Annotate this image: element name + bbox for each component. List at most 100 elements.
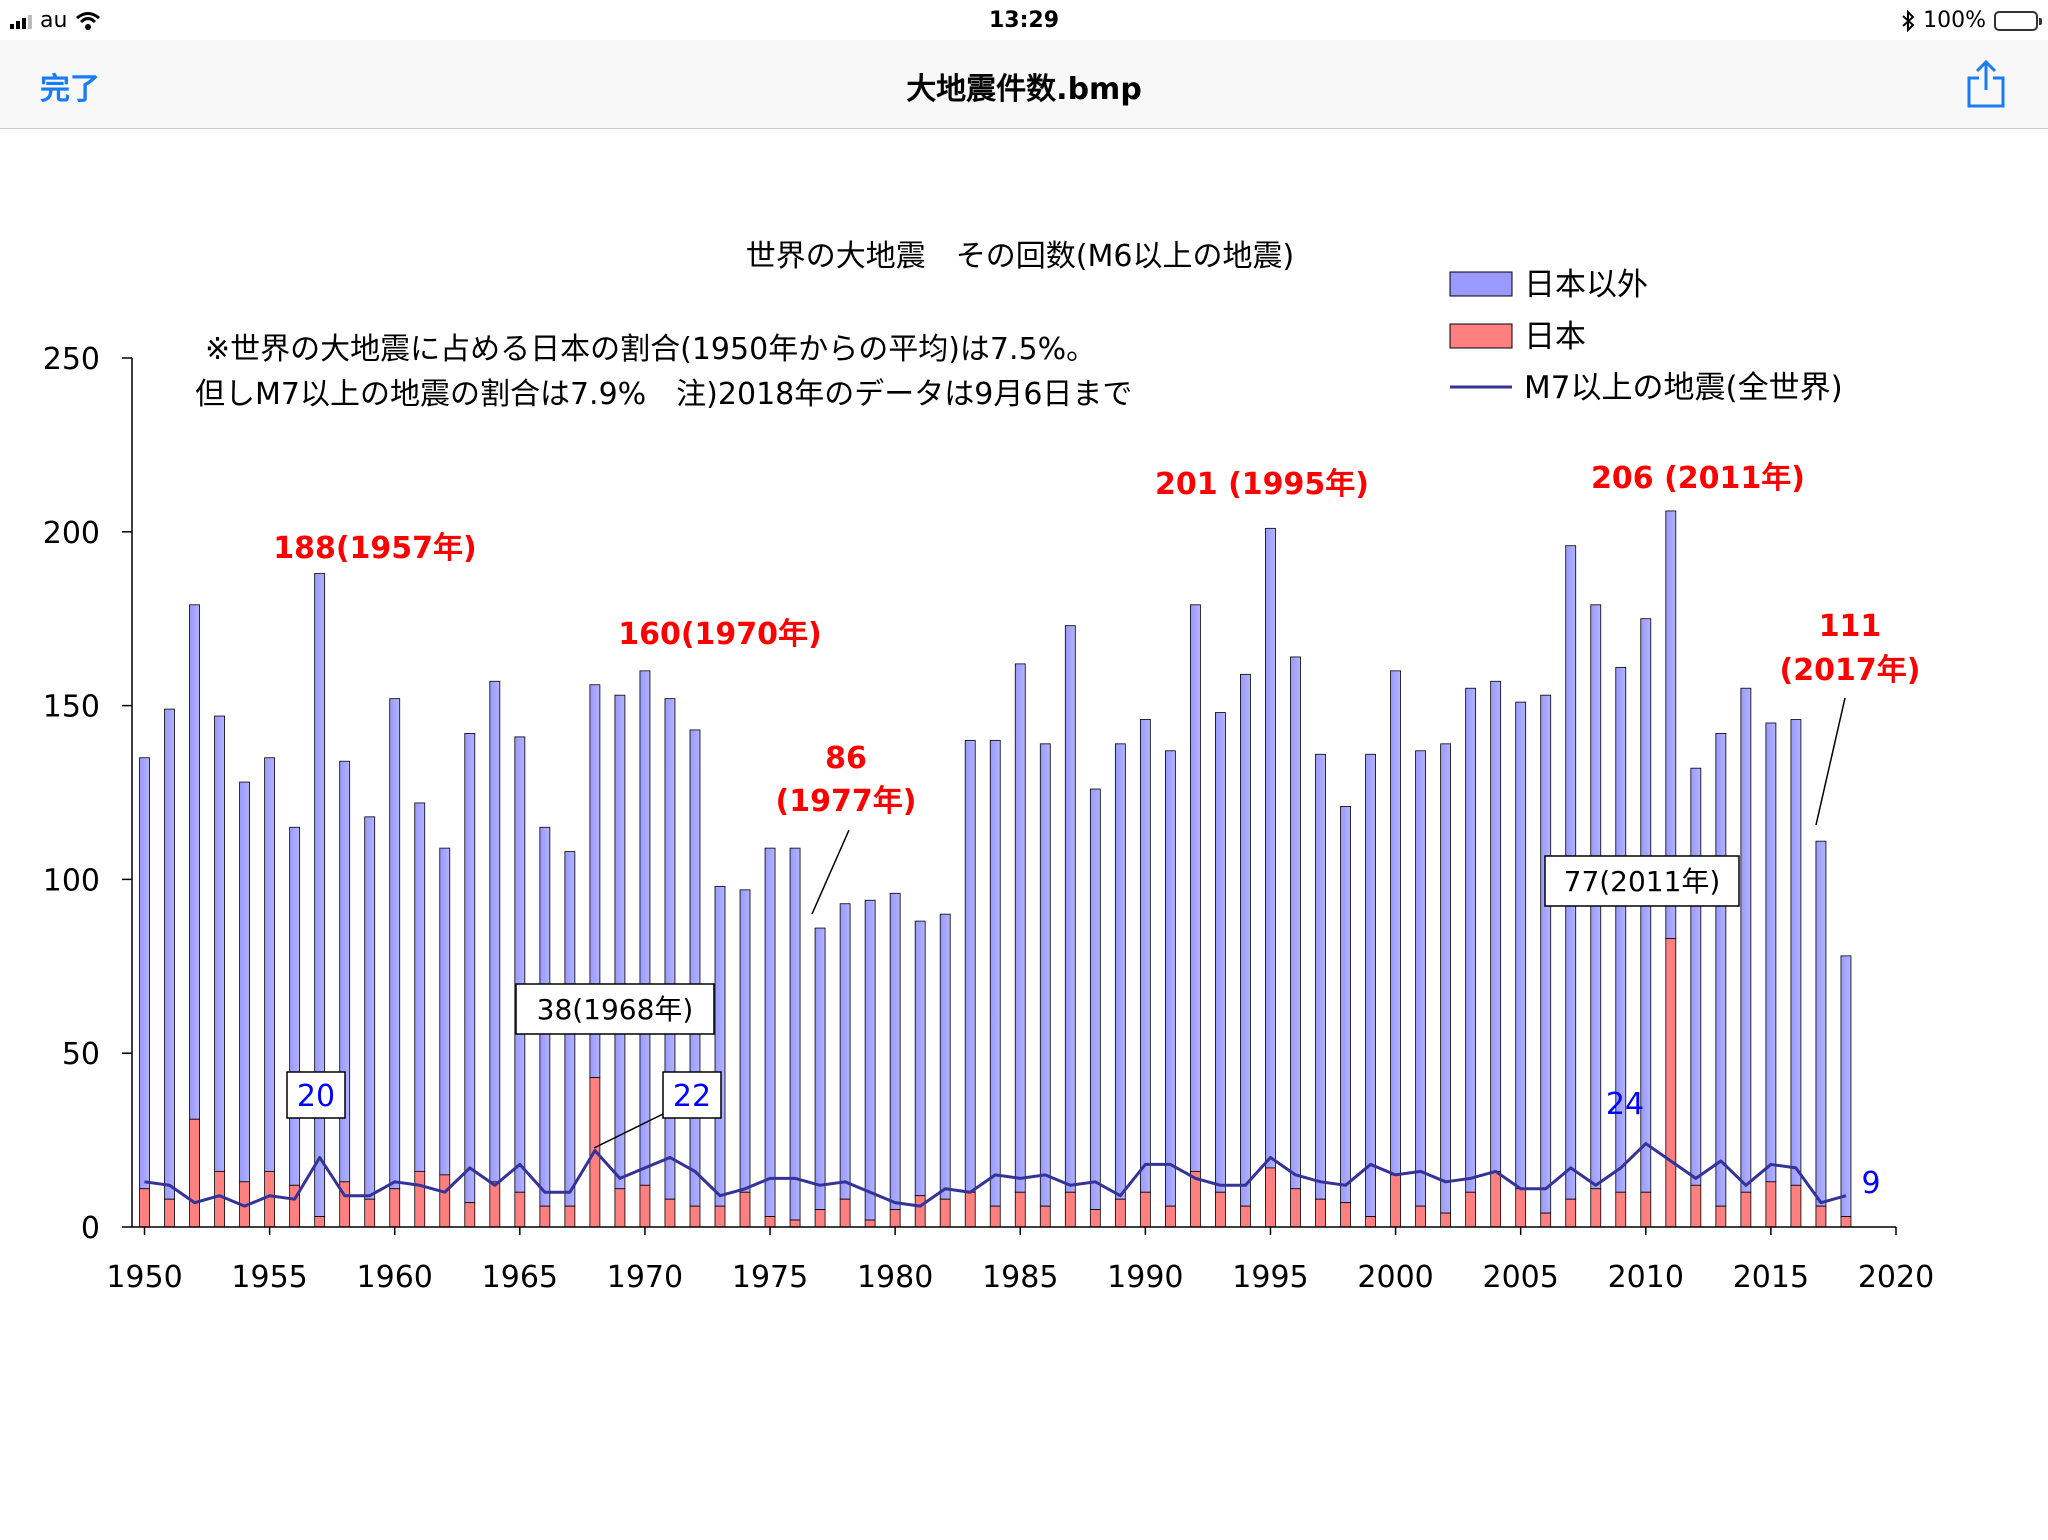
legend-label-world: 日本以外: [1524, 267, 1648, 303]
y-tick-label: 250: [43, 342, 100, 377]
bar-world: [1440, 743, 1452, 1214]
annotation-1977-value: 86: [825, 741, 867, 776]
annotation-m7-1957: 20: [297, 1079, 335, 1114]
bar-japan: [664, 1198, 676, 1228]
bar-world: [1540, 694, 1552, 1214]
bar-world: [1690, 767, 1702, 1186]
bar-world: [1715, 733, 1727, 1207]
bar-world: [1064, 625, 1076, 1193]
bar-world: [764, 847, 776, 1217]
bar-japan: [864, 1219, 876, 1228]
x-tick-label: 1985: [982, 1260, 1058, 1295]
annotation-m7-2018: 9: [1861, 1166, 1880, 1201]
annotation-1957: 188(1957年): [273, 531, 477, 566]
x-tick-label: 2015: [1733, 1260, 1809, 1295]
bar-japan: [1415, 1205, 1426, 1228]
bar-japan: [739, 1191, 751, 1228]
bar-world: [739, 889, 751, 1193]
bar-japan: [789, 1219, 801, 1228]
bar-world: [714, 885, 726, 1207]
bar-japan: [1215, 1191, 1226, 1228]
bar-world: [1815, 840, 1827, 1207]
annotation-box-22: [662, 1071, 722, 1119]
clock: 13:29: [988, 8, 1060, 33]
y-tick-label: 100: [43, 863, 100, 898]
annotations: 188(1957年) 160(1970年) 86 (1977年) 201 (19…: [273, 461, 1920, 1201]
bar-world: [1039, 743, 1051, 1207]
bar-world: [1415, 750, 1426, 1207]
x-tick-label: 1950: [106, 1260, 182, 1295]
status-bar: au 13:29 100%: [0, 0, 2048, 40]
legend-label-m7: M7以上の地震(全世界): [1524, 370, 1843, 406]
x-tick-label: 1960: [357, 1260, 433, 1295]
bar-japan: [1014, 1191, 1026, 1228]
bar-world: [664, 698, 676, 1200]
bar-world: [864, 899, 876, 1221]
bar-world: [614, 694, 626, 1190]
bar-japan: [189, 1118, 200, 1228]
bar-japan: [1089, 1209, 1101, 1228]
bar-world: [1240, 673, 1251, 1207]
bar-japan: [1139, 1191, 1151, 1228]
bar-japan: [1590, 1188, 1602, 1228]
x-tick-label: 1970: [607, 1260, 683, 1295]
y-tick-label: 150: [43, 690, 100, 725]
bar-world: [689, 729, 701, 1207]
bar-world: [1515, 701, 1527, 1190]
bar-world: [239, 781, 250, 1183]
bar-world: [789, 847, 801, 1221]
bar-japan: [1665, 938, 1677, 1228]
x-tick-label: 2000: [1357, 1260, 1433, 1295]
bar-japan: [1315, 1198, 1326, 1228]
annotation-1995: 201 (1995年): [1155, 467, 1369, 502]
bar-world: [1765, 722, 1777, 1183]
bar-world: [1089, 788, 1101, 1211]
done-button[interactable]: 完了: [40, 72, 100, 107]
annotation-2017-value: 111: [1819, 609, 1882, 644]
y-tick-label: 50: [62, 1037, 100, 1072]
legend-swatch-japan: [1449, 323, 1513, 349]
annotation-1977-leader: [811, 829, 850, 915]
page-title: 大地震件数.bmp: [906, 72, 1142, 107]
bar-world: [839, 903, 851, 1200]
bar-japan: [1390, 1174, 1401, 1228]
bar-world: [1465, 687, 1477, 1193]
bar-japan: [1640, 1191, 1652, 1228]
annotation-2017-leader: [1815, 697, 1846, 826]
bar-world: [1014, 663, 1026, 1193]
bar-japan: [1815, 1205, 1827, 1228]
bar-world: [964, 739, 976, 1193]
bar-japan: [439, 1174, 451, 1228]
bar-japan: [989, 1205, 1001, 1228]
status-right: 100%: [1901, 8, 2042, 33]
bar-world: [1139, 719, 1151, 1193]
y-tick-label: 0: [81, 1211, 100, 1246]
wifi-icon: [76, 11, 101, 30]
battery-icon: [1994, 10, 2042, 31]
bar-japan: [414, 1170, 426, 1228]
bar-world: [464, 733, 476, 1204]
bar-world: [814, 927, 826, 1211]
chart-image: 世界の大地震 その回数(M6以上の地震) ※世界の大地震に占める日本の割合(19…: [0, 129, 2048, 1536]
bar-japan: [564, 1205, 576, 1228]
earthquake-chart: 世界の大地震 その回数(M6以上の地震) ※世界の大地震に占める日本の割合(19…: [43, 239, 1934, 1295]
annotation-box-1968: [515, 983, 715, 1035]
bar-world: [639, 670, 651, 1186]
bar-japan: [1490, 1170, 1502, 1228]
bar-japan: [889, 1209, 901, 1228]
bar-japan: [964, 1191, 976, 1228]
bar-japan: [1840, 1216, 1852, 1228]
annotation-1968: 38(1968年): [537, 993, 694, 1026]
annotation-1968-leader: [593, 1113, 664, 1149]
bar-world: [164, 708, 175, 1200]
share-icon[interactable]: [1964, 58, 2008, 110]
chart-note-2: 但しM7以上の地震の割合は7.9% 注)2018年のデータは9月6日まで: [195, 377, 1132, 412]
bar-japan: [264, 1170, 276, 1228]
bar-japan: [489, 1181, 501, 1228]
x-tick-label: 2005: [1483, 1260, 1559, 1295]
bar-world: [1740, 687, 1752, 1193]
bar-japan: [1740, 1191, 1752, 1228]
x-tick-label: 2010: [1608, 1260, 1684, 1295]
bar-japan: [614, 1188, 626, 1228]
bar-world: [1365, 753, 1376, 1217]
